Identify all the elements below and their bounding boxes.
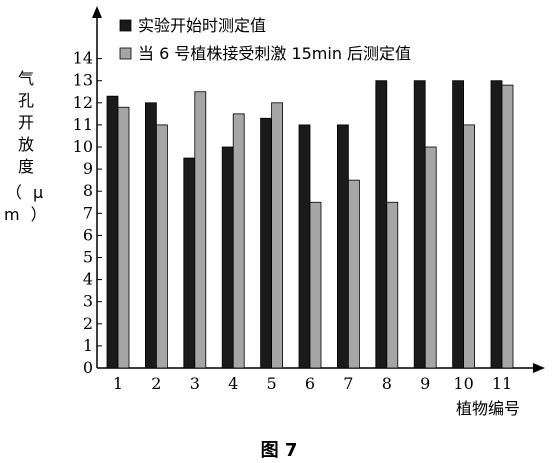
bar-initial: [336, 124, 349, 369]
x-tick-label: 2: [151, 374, 161, 393]
y-tick-label: 14: [73, 49, 93, 68]
y-tick-label: 10: [73, 137, 93, 156]
bar-initial: [106, 95, 119, 369]
bar-initial: [298, 124, 311, 369]
y-axis-label-char: 度: [17, 157, 34, 176]
x-tick-label: 3: [190, 374, 200, 393]
y-tick-label: 5: [83, 248, 93, 267]
x-tick-label: 4: [228, 374, 238, 393]
bar-initial: [221, 146, 234, 369]
y-tick-label: 1: [83, 336, 93, 355]
legend-swatch: [119, 47, 132, 60]
bar-after-stimulus: [194, 91, 207, 369]
y-axis-label-char: 孔: [17, 91, 34, 110]
x-axis-title: 植物编号: [456, 399, 520, 418]
bar-initial: [452, 80, 465, 369]
y-axis-label-char: 放: [17, 135, 34, 154]
y-axis-label-char: 开: [17, 113, 34, 132]
x-tick-label: 1: [113, 374, 123, 393]
y-tick-label: 13: [73, 71, 93, 90]
x-tick-label: 9: [420, 374, 430, 393]
bar-initial: [144, 102, 157, 369]
y-tick-label: 8: [83, 181, 93, 200]
legend-label: 当 6 号植株接受刺激 15min 后测定值: [138, 44, 411, 63]
bar-initial: [413, 80, 426, 369]
y-tick-label: 6: [83, 225, 93, 244]
x-tick-label: 6: [305, 374, 315, 393]
bar-after-stimulus: [386, 201, 399, 369]
bar-initial: [183, 157, 196, 369]
bar-after-stimulus: [232, 113, 245, 369]
figure-caption: 图 7: [260, 440, 298, 461]
bar-after-stimulus: [501, 84, 514, 369]
legend-label: 实验开始时测定值: [138, 16, 266, 35]
y-axis-label-char: 气: [17, 69, 34, 88]
bar-initial: [260, 117, 273, 369]
bar-after-stimulus: [309, 201, 322, 369]
x-tick-label: 10: [453, 374, 473, 393]
y-axis-unit: （ μ m ）: [4, 183, 50, 224]
x-tick-label: 8: [382, 374, 392, 393]
x-tick-label: 11: [492, 374, 512, 393]
bar-initial: [375, 80, 388, 369]
y-tick-label: 9: [83, 159, 93, 178]
x-axis-arrow: [533, 363, 545, 373]
y-tick-label: 4: [83, 270, 93, 289]
y-tick-label: 0: [83, 358, 93, 377]
bar-after-stimulus: [155, 124, 168, 369]
y-tick-label: 2: [83, 314, 93, 333]
y-tick-label: 12: [73, 93, 93, 112]
bar-after-stimulus: [424, 146, 437, 369]
y-axis-arrow: [92, 6, 102, 18]
y-tick-label: 11: [73, 115, 93, 134]
bar-after-stimulus: [463, 124, 476, 369]
bar-initial: [490, 80, 503, 369]
bar-after-stimulus: [271, 102, 284, 369]
bar-after-stimulus: [347, 179, 360, 369]
y-tick-label: 7: [83, 203, 93, 222]
x-tick-label: 5: [267, 374, 277, 393]
bar-after-stimulus: [117, 106, 130, 369]
y-axis-label: 气 孔 开 放 度 （ μ m ）: [4, 68, 48, 226]
y-tick-label: 3: [83, 292, 93, 311]
legend-swatch: [119, 19, 132, 32]
x-tick-label: 7: [343, 374, 353, 393]
